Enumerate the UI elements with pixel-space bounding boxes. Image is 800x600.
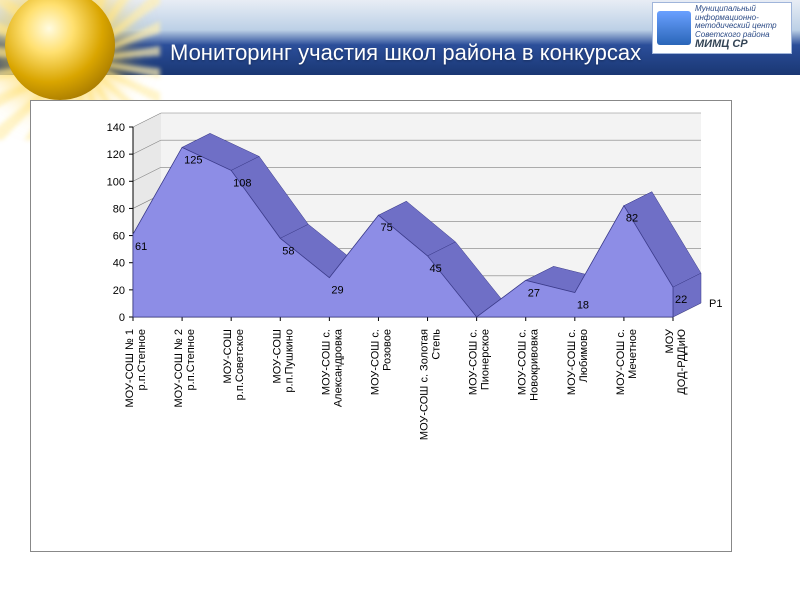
svg-text:р.п.Советское: р.п.Советское xyxy=(234,329,246,400)
svg-text:МОУ-СОШ с.: МОУ-СОШ с. xyxy=(566,329,578,395)
svg-text:18: 18 xyxy=(577,300,589,312)
svg-text:Новокривовка: Новокривовка xyxy=(529,328,541,401)
svg-text:МОУ-СОШ с. Золотая: МОУ-СОШ с. Золотая xyxy=(419,329,431,440)
svg-text:125: 125 xyxy=(184,154,202,166)
svg-text:75: 75 xyxy=(380,222,392,234)
svg-text:100: 100 xyxy=(107,176,125,188)
svg-text:МОУ-СОШ № 1: МОУ-СОШ № 1 xyxy=(124,329,136,408)
svg-text:МОУ-СОШ с.: МОУ-СОШ с. xyxy=(468,329,480,395)
svg-text:22: 22 xyxy=(675,294,687,306)
svg-text:Р1: Р1 xyxy=(709,298,722,310)
svg-text:МОУ-СОШ № 2: МОУ-СОШ № 2 xyxy=(173,329,185,408)
logo-line1: Муниципальный информационно- xyxy=(695,5,787,22)
svg-text:МОУ-СОШ с.: МОУ-СОШ с. xyxy=(615,329,627,395)
area-3d-chart: 0 20 40 60 80 100 120 140 61 125 108 58 29 75 45 27 18 82… xyxy=(31,101,731,551)
svg-text:МОУ-СОШ с.: МОУ-СОШ с. xyxy=(320,329,332,395)
logo-brand: МИМЦ СР xyxy=(695,39,787,51)
svg-text:40: 40 xyxy=(113,258,125,270)
svg-text:Розовое: Розовое xyxy=(381,329,393,371)
svg-text:45: 45 xyxy=(430,263,442,275)
svg-text:р.п.Степное: р.п.Степное xyxy=(136,329,148,390)
svg-text:МОУ-СОШ: МОУ-СОШ xyxy=(222,329,234,383)
svg-text:61: 61 xyxy=(135,241,147,253)
svg-text:27: 27 xyxy=(528,287,540,299)
svg-text:МОУ: МОУ xyxy=(664,328,676,353)
slide-header: Муниципальный информационно- методически… xyxy=(0,0,800,75)
svg-text:120: 120 xyxy=(107,149,125,161)
svg-text:р.п.Степное: р.п.Степное xyxy=(185,329,197,390)
svg-text:0: 0 xyxy=(119,312,125,324)
svg-text:80: 80 xyxy=(113,203,125,215)
svg-text:Любимово: Любимово xyxy=(578,329,590,382)
globe-icon xyxy=(5,0,115,100)
logo-text: Муниципальный информационно- методически… xyxy=(695,5,787,50)
svg-text:60: 60 xyxy=(113,231,125,243)
svg-text:140: 140 xyxy=(107,122,125,134)
svg-text:Мечетное: Мечетное xyxy=(627,329,639,379)
svg-text:МОУ-СОШ с.: МОУ-СОШ с. xyxy=(517,329,529,395)
slide-title: Мониторинг участия школ района в конкурс… xyxy=(170,40,641,66)
svg-text:МОУ-СОШ: МОУ-СОШ xyxy=(271,329,283,383)
logo-badge: Муниципальный информационно- методически… xyxy=(652,2,792,54)
svg-text:Александровка: Александровка xyxy=(332,328,344,407)
logo-icon xyxy=(657,11,691,45)
svg-text:Пионерское: Пионерское xyxy=(480,329,492,390)
chart-container: 0 20 40 60 80 100 120 140 61 125 108 58 29 75 45 27 18 82… xyxy=(30,100,732,552)
svg-text:Степь: Степь xyxy=(431,329,443,360)
svg-text:29: 29 xyxy=(331,285,343,297)
svg-text:ДОД-РДДиЮ: ДОД-РДДиЮ xyxy=(676,329,688,395)
svg-text:МОУ-СОШ с.: МОУ-СОШ с. xyxy=(369,329,381,395)
svg-text:20: 20 xyxy=(113,285,125,297)
svg-text:58: 58 xyxy=(282,245,294,257)
svg-text:108: 108 xyxy=(233,177,251,189)
svg-text:82: 82 xyxy=(626,213,638,225)
svg-text:р.п.Пушкино: р.п.Пушкино xyxy=(283,329,295,393)
